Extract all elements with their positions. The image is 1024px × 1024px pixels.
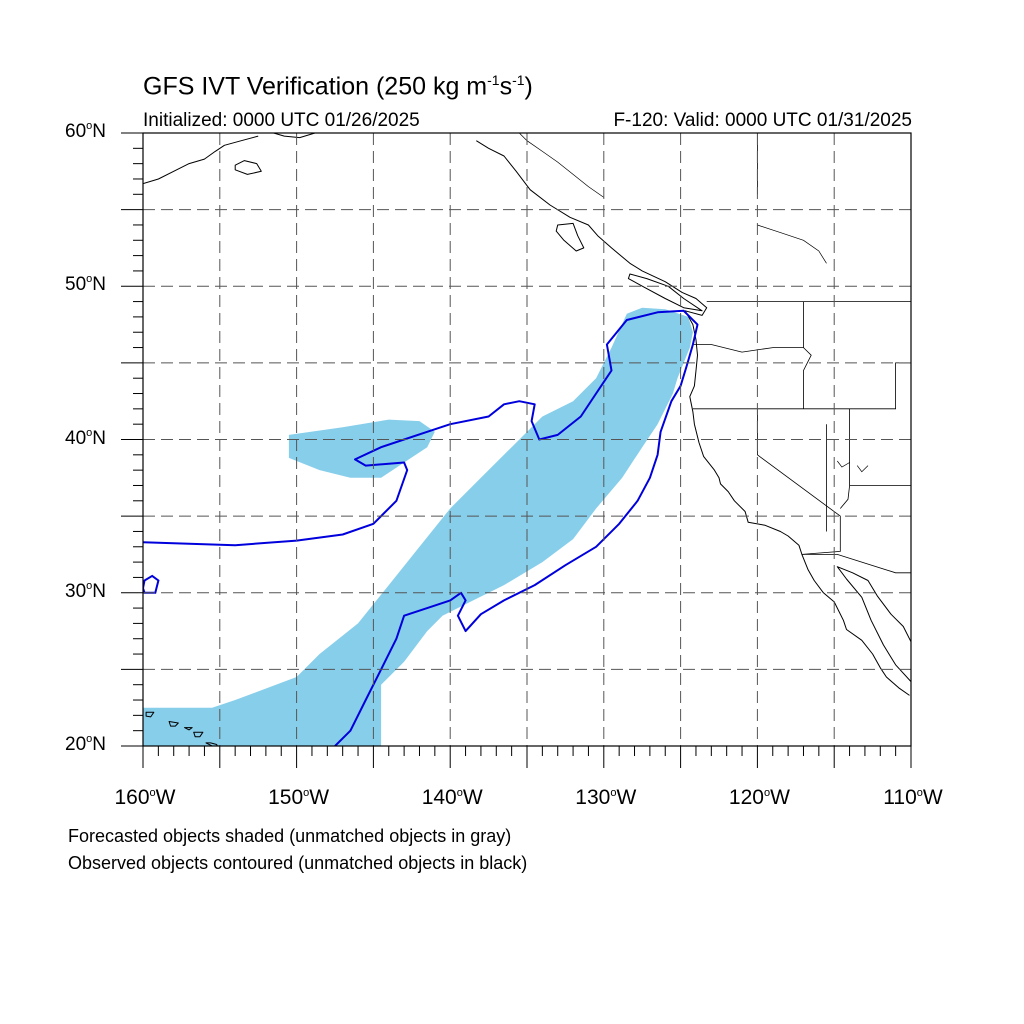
observed-object-small-contour xyxy=(143,574,160,594)
legend-forecast-note: Forecasted objects shaded (unmatched obj… xyxy=(68,826,512,846)
island-outline xyxy=(234,160,262,175)
forecast-object-secondary xyxy=(288,419,435,478)
axis-ticks-layer xyxy=(121,132,912,768)
longitude-label: 150oW xyxy=(268,786,330,809)
longitude-label: 160oW xyxy=(114,786,176,809)
initialized-label: Initialized: 0000 UTC 01/26/2025 xyxy=(143,110,420,131)
political-border xyxy=(692,344,804,353)
chart-title: GFS IVT Verification (250 kg m-1s-1) xyxy=(143,72,533,101)
longitude-label: 130oW xyxy=(575,786,637,809)
latitude-label: 20oN xyxy=(65,733,106,755)
interior-boundary xyxy=(519,133,605,198)
gridlines-layer xyxy=(143,133,911,746)
latitude-label: 50oN xyxy=(65,273,106,296)
coastline-layer xyxy=(143,133,911,746)
latitude-label: 40oN xyxy=(65,426,106,449)
observed-contours-layer xyxy=(143,309,699,746)
interior-boundary xyxy=(757,224,827,264)
island-outline xyxy=(193,731,204,738)
island-outline xyxy=(168,721,179,727)
island-outline xyxy=(145,711,155,718)
island-outline xyxy=(205,742,218,746)
island-outline xyxy=(555,222,585,252)
island-outline xyxy=(184,727,193,731)
forecast-object-main xyxy=(143,307,693,746)
interior-boundary xyxy=(837,460,850,468)
longitude-label: 110oW xyxy=(883,786,943,809)
interior-boundary xyxy=(856,465,869,473)
longitude-label: 120oW xyxy=(728,786,790,809)
observed-object-contour xyxy=(143,309,699,746)
political-border xyxy=(839,408,850,509)
political-border xyxy=(757,408,841,555)
longitude-label: 140oW xyxy=(421,786,483,809)
political-border xyxy=(692,362,911,410)
coastline-gulf-of-california xyxy=(836,566,911,682)
coastline-north-america xyxy=(476,140,910,696)
valid-time-label: F-120: Valid: 0000 UTC 01/31/2025 xyxy=(613,110,912,131)
latitude-label: 30oN xyxy=(65,579,106,602)
latitude-label: 60oN xyxy=(65,120,106,142)
legend-observed-note: Observed objects contoured (unmatched ob… xyxy=(68,853,528,873)
political-border xyxy=(801,554,911,574)
coastline-alaska-peninsula xyxy=(143,135,259,185)
political-border xyxy=(803,301,812,409)
island-outline xyxy=(627,273,703,312)
coastline-south-alaska xyxy=(273,133,336,139)
